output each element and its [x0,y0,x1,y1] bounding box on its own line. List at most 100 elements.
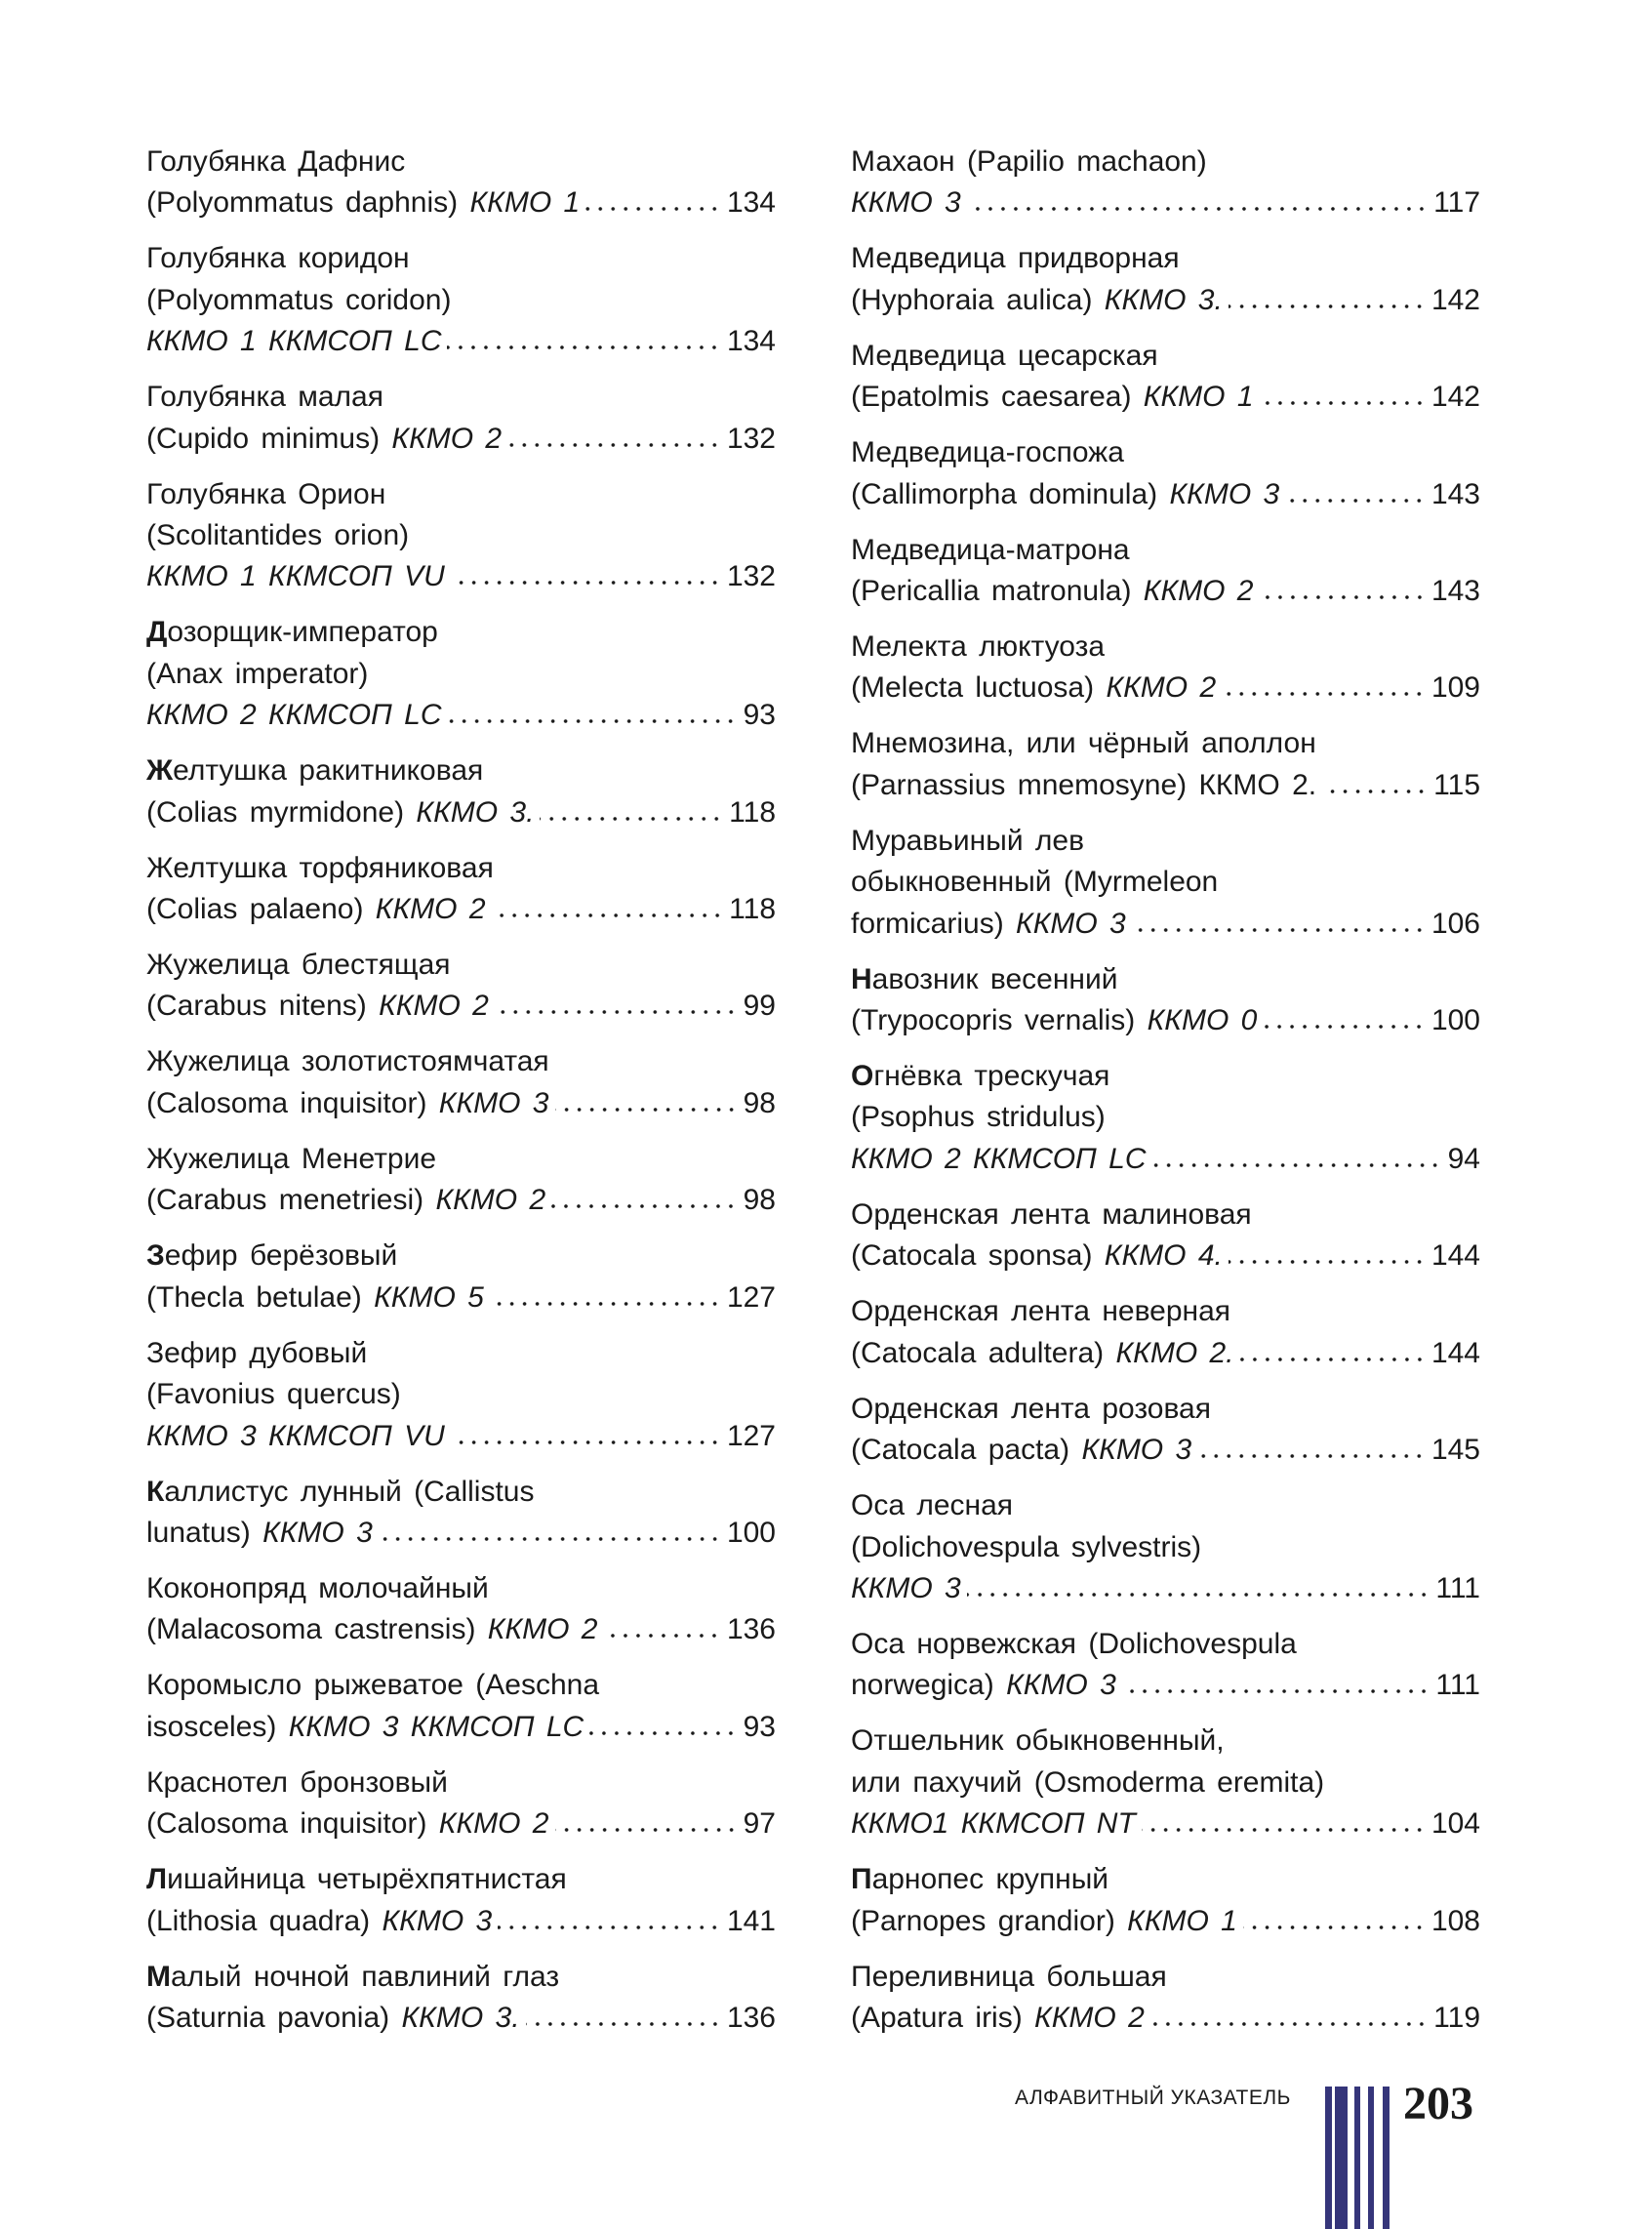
dot-leader [507,441,721,448]
entry-name-rest: елтушка ракитниковая [173,754,484,788]
index-entry: Махаон (Papilio machaon) ККМО 3 117 [851,142,1480,224]
entry-tail: formicarius) ККМО 3 [851,904,1126,945]
entry-initial-letter: Ж [146,754,174,788]
entry-line: обыкновенный (Myrmeleon [851,866,1219,899]
entry-tail-plain: (Thecla betulae) [146,1280,375,1314]
index-entry: Желтушка ракитниковая (Colias myrmidone) … [146,750,776,833]
entry-page-number: 98 [743,1184,776,1217]
entry-last-line: lunatus) ККМО 3 100 [146,1513,776,1554]
index-entry: Зефир дубовый (Favonius quercus) ККМО 3 КК… [146,1333,776,1457]
dot-leader [450,580,721,587]
dot-leader [1228,303,1426,309]
entry-last-line: (Carabus nitens) ККМО 2 99 [146,986,776,1027]
decorative-bar [1335,2087,1348,2229]
entry-name-rest: авозник весенний [871,962,1118,995]
entry-initial-letter: П [851,1863,872,1896]
entry-line: Парнопес крупный [851,1859,1480,1900]
entry-status-code: ККМО 3 [1016,907,1126,940]
entry-last-line: ККМО 1 ККМСОП LC 134 [146,321,776,362]
entry-line: Навозник весенний [851,959,1480,1000]
entry-tail-plain: (Lithosia quadra) [146,1904,383,1937]
entry-tail-plain: (Hyphoraia aulica) [851,283,1105,316]
entry-page-number: 132 [726,560,776,593]
dot-leader [1259,400,1426,407]
entry-page-number: 111 [1435,1571,1480,1604]
entry-last-line: ККМО 3 ККМСОП VU 127 [146,1416,776,1457]
index-column-right: Махаон (Papilio machaon) ККМО 3 117 Медведи… [851,142,1480,2053]
index-entry: Муравьиный лев обыкновенный (Myrmeleon for… [851,821,1480,945]
dot-leader [1242,1924,1426,1930]
entry-status-code: ККМО 4. [1104,1239,1223,1273]
decorative-bar [1383,2087,1390,2229]
entry-status-code: ККМО 1 ККМСОП LC [146,325,442,358]
entry-page-number: 119 [1433,2001,1480,2034]
entry-last-line: (Cupido minimus) ККМО 2 132 [146,419,776,460]
entry-tail: lunatus) ККМО 3 [146,1513,373,1554]
dot-leader [447,344,721,351]
entry-tail: ККМО 1 ККМСОП LC [146,321,441,362]
entry-status-code: ККМО 2 [391,422,503,455]
entry-status-code: ККМО 2 [435,1184,546,1217]
entry-line: (Polyommatus coridon) [146,283,452,316]
entry-tail: ККМО1 ККМСОП NT [851,1803,1136,1844]
entry-tail-plain: (Calosoma inquisitor) [146,1807,439,1841]
dot-leader [551,1203,738,1210]
entry-tail: ККМО 3 [851,1568,961,1609]
index-entry: Оса лесная (Dolichovespula sylvestris) ККМ… [851,1485,1480,1609]
dot-leader [1228,1259,1426,1266]
entry-last-line: (Catocala pacta) ККМО 3 145 [851,1430,1480,1471]
entry-tail-plain: (Pericallia matronula) [851,575,1144,608]
entry-status-code: ККМО 3 [1006,1669,1116,1702]
entry-status-code: ККМО 2 [1034,2001,1145,2034]
entry-page-number: 143 [1430,477,1480,510]
entry-tail-plain: (Epatolmis caesarea) [851,381,1144,414]
entry-page-number: 94 [1447,1142,1480,1175]
entry-status-code: ККМО 2 [487,1613,598,1646]
entry-line: Голубянка Орион [146,477,386,510]
entry-line: Медведица-госпожа [851,436,1124,469]
entry-line: Орденская лента неверная [851,1295,1231,1328]
entry-status-code: ККМО 3. [401,2001,520,2034]
entry-page-number: 106 [1430,907,1480,940]
entry-last-line: (Carabus menetriesi) ККМО 2 98 [146,1180,776,1221]
entry-tail-plain: (Melecta luctuosa) [851,671,1107,705]
entry-tail-plain: (Catocala pacta) [851,1434,1082,1467]
entry-status-code: ККМО 3 [382,1904,493,1937]
entry-tail: (Saturnia pavonia) ККМО 3. [146,1998,520,2039]
index-entry: Медведица придворная (Hyphoraia aulica) К… [851,238,1480,321]
dot-leader [1151,1161,1442,1168]
entry-tail: ККМО 2 ККМСОП LC [146,695,441,736]
entry-line: Каллистус лунный (Callistus [146,1472,776,1513]
entry-tail: (Melecta luctuosa) ККМО 2 [851,668,1216,709]
entry-status-code: ККМО 2 ККМСОП LC [146,699,442,732]
entry-line: (Favonius quercus) [146,1378,401,1411]
entry-tail: (Carabus menetriesi) ККМО 2 [146,1180,545,1221]
entry-last-line: (Epatolmis caesarea) ККМО 1 142 [851,377,1480,418]
entry-tail-plain: (Apatura iris) [851,2001,1035,2034]
index-entry: Жужелица Менетрие (Carabus menetriesi) КК… [146,1139,776,1222]
dot-leader [378,1535,721,1542]
index-entry: Орденская лента неверная (Catocala adulte… [851,1291,1480,1374]
entry-page-number: 143 [1430,575,1480,608]
decorative-bar [1368,2087,1374,2229]
index-entry: Краснотел бронзовый (Calosoma inquisitor)… [146,1763,776,1845]
entry-line: Голубянка Дафнис [146,145,406,178]
entry-tail: (Polyommatus daphnis) ККМО 1 [146,182,580,223]
entry-name-rest: аллистус лунный (Callistus [164,1475,535,1508]
entry-page-number: 104 [1430,1807,1480,1841]
entry-line: Зефир дубовый [146,1336,368,1369]
entry-line: Оса норвежская (Dolichovespula [851,1627,1297,1660]
entry-tail-plain: lunatus) [146,1516,263,1549]
entry-line: Оса лесная [851,1489,1014,1522]
entry-last-line: isosceles) ККМО 3 ККМСОП LC 93 [146,1707,776,1748]
entry-tail-plain: (Calosoma inquisitor) [146,1086,439,1119]
entry-tail: (Hyphoraia aulica) ККМО 3. [851,280,1223,321]
entry-line: Зефир берёзовый [146,1236,776,1277]
index-entry: Медведица цесарская (Epatolmis caesarea) … [851,336,1480,419]
entry-page-number: 127 [726,1419,776,1452]
entry-last-line: (Thecla betulae) ККМО 5 127 [146,1277,776,1318]
entry-last-line: ККМО 1 ККМСОП VU 132 [146,556,776,597]
entry-last-line: (Callimorpha dominula) ККМО 3 143 [851,474,1480,515]
dot-leader [1259,594,1426,601]
entry-line: (Dolichovespula sylvestris) [851,1530,1202,1563]
